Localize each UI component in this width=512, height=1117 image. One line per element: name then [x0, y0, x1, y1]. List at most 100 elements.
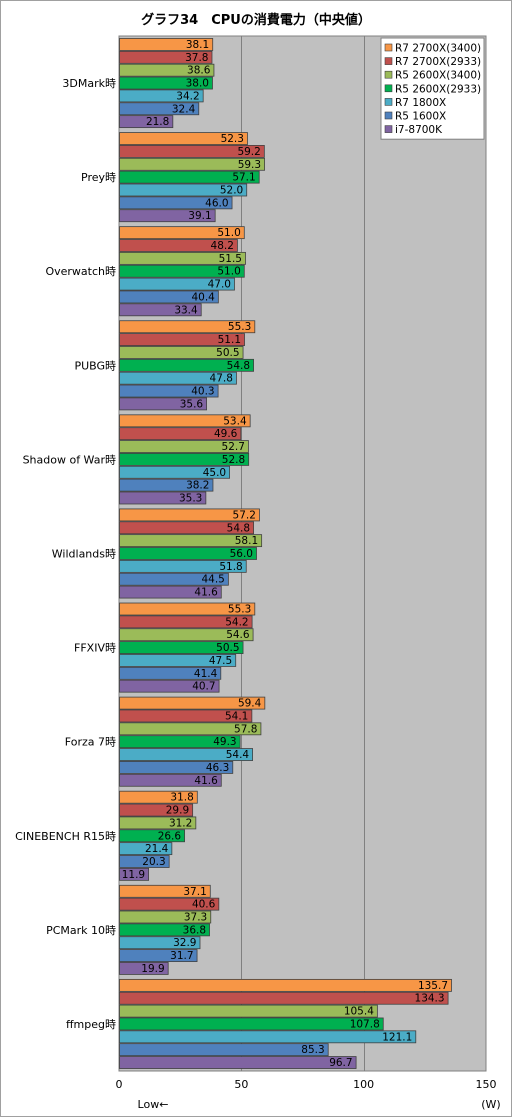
- value-label: 52.8: [222, 454, 245, 466]
- bar: [119, 748, 253, 761]
- value-label: 59.4: [238, 698, 262, 710]
- value-label: 57.8: [234, 723, 257, 735]
- bar: [119, 534, 263, 548]
- bar: [119, 696, 266, 710]
- bar: [119, 1043, 329, 1057]
- legend-entry: R7 2700X(3400): [395, 43, 481, 55]
- bar: [119, 303, 202, 317]
- value-label: 34.2: [176, 90, 199, 102]
- bar: [119, 320, 256, 334]
- value-label: 52.3: [221, 133, 244, 145]
- bar: [119, 209, 216, 223]
- bar: [119, 491, 207, 505]
- legend-entry: R5 2600X(2933): [395, 83, 481, 95]
- value-label: 56.0: [230, 548, 253, 560]
- value-label: 31.7: [170, 950, 193, 962]
- legend-entry: R5 2600X(3400): [395, 70, 481, 82]
- value-label: 51.0: [217, 266, 240, 278]
- category-label: 3DMark時: [62, 77, 116, 90]
- bar: [119, 38, 214, 51]
- bar: [119, 183, 248, 197]
- legend-swatch: [384, 70, 393, 79]
- value-label: 51.0: [217, 227, 240, 239]
- value-label: 51.8: [219, 561, 242, 573]
- value-label: 57.2: [233, 509, 256, 521]
- value-label: 41.6: [194, 587, 218, 599]
- value-label: 57.1: [232, 172, 255, 184]
- bar: [119, 521, 254, 535]
- bar: [119, 855, 170, 868]
- value-label: 21.8: [146, 116, 169, 128]
- value-label: 55.3: [228, 604, 251, 616]
- bar: [119, 936, 201, 950]
- value-label: 134.3: [415, 993, 445, 1005]
- bar: [119, 949, 198, 962]
- value-label: 40.6: [192, 899, 216, 911]
- value-label: 54.6: [226, 629, 250, 641]
- bar: [119, 478, 214, 492]
- bar: [119, 559, 247, 573]
- bar: [119, 867, 150, 881]
- value-label: 35.6: [180, 398, 204, 410]
- bar: [119, 666, 222, 680]
- bar: [119, 790, 198, 804]
- bar: [119, 962, 169, 975]
- x-tick-label: 150: [476, 1078, 497, 1091]
- value-label: 45.0: [203, 467, 226, 479]
- chart-title: グラフ34 CPUの消費電力（中央値）: [141, 12, 371, 28]
- value-label: 51.5: [219, 253, 242, 265]
- value-label: 40.4: [191, 291, 215, 303]
- bar: [119, 884, 211, 898]
- category-label: FFXIV時: [74, 642, 116, 655]
- value-label: 31.8: [170, 792, 193, 804]
- value-label: 26.6: [158, 830, 182, 842]
- value-label: 40.3: [191, 386, 214, 398]
- bar: [119, 602, 256, 616]
- bar: [119, 1056, 357, 1069]
- value-label: 55.3: [228, 321, 251, 333]
- bar: [119, 572, 229, 586]
- bar: [119, 803, 194, 817]
- value-label: 47.5: [209, 655, 232, 667]
- value-label: 37.8: [185, 52, 208, 64]
- bar: [119, 89, 204, 103]
- value-label: 52.7: [222, 441, 245, 453]
- value-label: 38.0: [186, 78, 209, 90]
- bar: [119, 277, 235, 291]
- value-labels-layer: 38.137.838.638.034.232.421.8 52.359.259.3…: [122, 39, 448, 1069]
- value-label: 96.7: [329, 1057, 352, 1069]
- bar: [119, 508, 260, 522]
- legend-box: [380, 37, 485, 140]
- x-tick-label: 100: [353, 1078, 374, 1091]
- bar: [119, 290, 219, 304]
- bar: [119, 722, 262, 736]
- bar: [119, 709, 253, 723]
- category-label: Overwatch時: [45, 265, 116, 278]
- bars-layer: [119, 38, 452, 1069]
- category-label: ffmpeg時: [66, 1018, 116, 1031]
- bar: [119, 63, 215, 77]
- bar: [119, 761, 234, 774]
- bar: [119, 773, 222, 787]
- bar: [119, 679, 220, 693]
- value-label: 11.9: [122, 869, 145, 881]
- value-label: 54.1: [225, 710, 248, 722]
- value-label: 32.9: [173, 937, 196, 949]
- legend-swatch: [384, 57, 393, 65]
- bar: [119, 585, 222, 599]
- value-label: 50.5: [216, 347, 239, 359]
- value-label: 38.2: [186, 480, 209, 492]
- value-label: 59.2: [237, 146, 260, 158]
- bar: [119, 1030, 417, 1044]
- value-label: 47.0: [208, 279, 231, 291]
- category-label: Wildlands時: [52, 548, 116, 561]
- x-axis: 0 50 100 150: [116, 1078, 497, 1091]
- value-label: 38.1: [186, 39, 209, 51]
- legend-entry: R7 2700X(2933): [395, 56, 481, 68]
- value-label: 54.8: [227, 522, 250, 534]
- legend-swatch: [384, 43, 393, 52]
- value-label: 85.3: [301, 1044, 324, 1056]
- bar: [119, 384, 219, 398]
- value-label: 20.3: [142, 856, 165, 868]
- value-label: 135.7: [418, 980, 448, 992]
